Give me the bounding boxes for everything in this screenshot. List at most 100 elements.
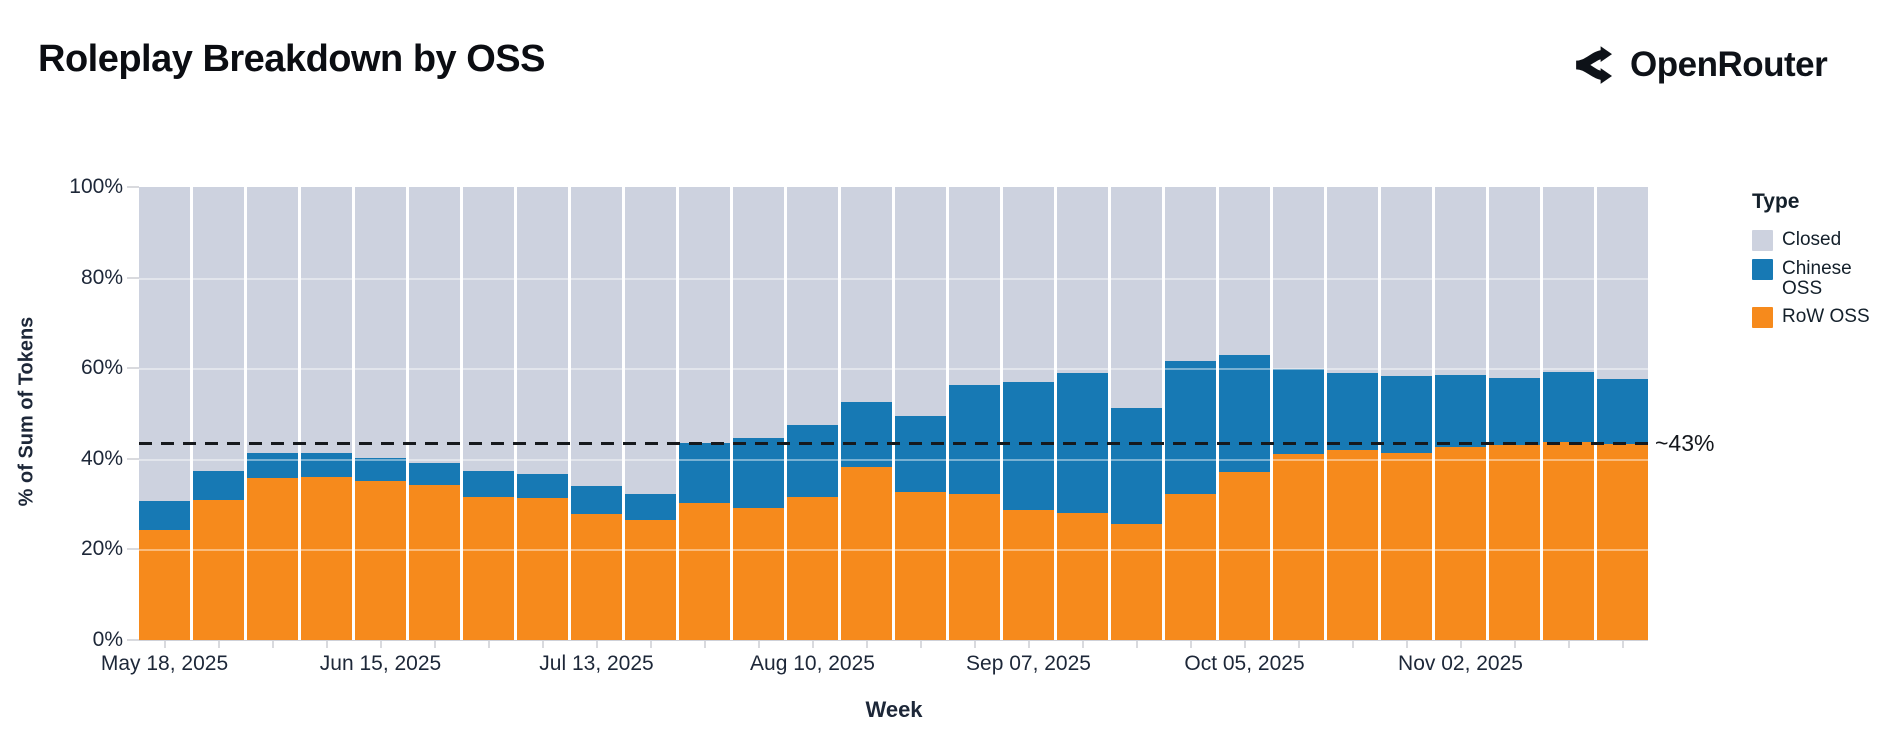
bar-week-10[interactable] (625, 187, 676, 640)
bar-segment-row (463, 496, 514, 640)
bar-segment-closed (1057, 187, 1108, 373)
bar-week-5[interactable] (355, 187, 406, 640)
bar-segment-row (1219, 472, 1270, 640)
closed-swatch-icon (1752, 230, 1773, 251)
bar-segment-closed (1165, 187, 1216, 361)
bar-segment-closed (463, 187, 514, 472)
bar-segment-row (625, 519, 676, 640)
x-tick-mark (271, 641, 274, 648)
x-tick-mark (1459, 641, 1462, 648)
x-tick-label: Nov 02, 2025 (1398, 652, 1523, 675)
bar-segment-row (679, 503, 730, 640)
bar-week-13[interactable] (787, 187, 838, 640)
bar-week-25[interactable] (1435, 187, 1486, 640)
x-tick-mark (217, 641, 220, 648)
legend-item-chinese-oss[interactable]: Chinese OSS (1752, 259, 1878, 299)
bar-segment-chinese (1003, 382, 1054, 510)
bar-segment-chinese (139, 500, 190, 531)
bar-week-28[interactable] (1597, 187, 1648, 640)
bar-week-26[interactable] (1489, 187, 1540, 640)
bar-segment-row (193, 499, 244, 640)
bar-week-4[interactable] (301, 187, 352, 640)
bar-segment-row (1435, 447, 1486, 640)
bar-segment-row (733, 507, 784, 640)
bar-segment-row (409, 485, 460, 640)
x-tick-mark (1621, 641, 1624, 648)
chinese-oss-swatch-icon (1752, 259, 1773, 280)
bar-segment-row (1327, 449, 1378, 640)
row-oss-swatch-icon (1752, 307, 1773, 328)
bar-segment-chinese (571, 485, 622, 515)
bar-week-16[interactable] (949, 187, 1000, 640)
legend-label: RoW OSS (1782, 306, 1870, 327)
x-tick-label: Oct 05, 2025 (1184, 652, 1305, 675)
bar-week-20[interactable] (1165, 187, 1216, 640)
bar-week-11[interactable] (679, 187, 730, 640)
bar-week-23[interactable] (1327, 187, 1378, 640)
bar-week-14[interactable] (841, 187, 892, 640)
bar-segment-row (517, 498, 568, 640)
bar-week-12[interactable] (733, 187, 784, 640)
bar-segment-row (841, 467, 892, 640)
bar-segment-closed (301, 187, 352, 454)
bar-week-1[interactable] (139, 187, 190, 640)
x-tick-mark (487, 641, 490, 648)
bar-segment-row (247, 477, 298, 640)
bar-segment-row (1597, 444, 1648, 640)
x-tick-mark (973, 641, 976, 648)
bar-week-22[interactable] (1273, 187, 1324, 640)
y-tick-mark (127, 457, 139, 460)
bar-segment-row (1381, 452, 1432, 640)
bar-segment-closed (1273, 187, 1324, 370)
bar-week-8[interactable] (517, 187, 568, 640)
bar-segment-chinese (301, 453, 352, 478)
bar-segment-closed (895, 187, 946, 416)
bar-segment-closed (1003, 187, 1054, 383)
x-tick-mark (1405, 641, 1408, 648)
bar-segment-closed (409, 187, 460, 463)
bar-segment-closed (841, 187, 892, 402)
bar-week-17[interactable] (1003, 187, 1054, 640)
bar-segment-closed (517, 187, 568, 474)
bar-segment-row (355, 481, 406, 640)
plot-area (139, 187, 1648, 641)
bar-week-24[interactable] (1381, 187, 1432, 640)
bar-week-27[interactable] (1543, 187, 1594, 640)
y-tick-label: 80% (80, 265, 123, 289)
bar-segment-chinese (733, 438, 784, 508)
y-tick-mark (127, 186, 139, 188)
bar-week-7[interactable] (463, 187, 514, 640)
x-tick-mark (1027, 641, 1030, 648)
bar-week-18[interactable] (1057, 187, 1108, 640)
x-tick-mark (649, 641, 652, 648)
bar-segment-row (1165, 493, 1216, 640)
x-tick-mark (541, 641, 544, 648)
bar-segment-closed (679, 187, 730, 443)
bar-segment-chinese (1381, 375, 1432, 453)
bar-segment-closed (1543, 187, 1594, 372)
bar-week-19[interactable] (1111, 187, 1162, 640)
bar-segment-closed (1219, 187, 1270, 355)
x-tick-label: Sep 07, 2025 (966, 652, 1091, 675)
bar-segment-closed (193, 187, 244, 472)
legend-item-row-oss[interactable]: RoW OSS (1752, 307, 1878, 328)
bar-segment-chinese (1273, 369, 1324, 454)
bar-week-15[interactable] (895, 187, 946, 640)
bar-segment-closed (571, 187, 622, 486)
bar-segment-chinese (1597, 379, 1648, 445)
x-tick-mark (379, 641, 382, 648)
bar-week-6[interactable] (409, 187, 460, 640)
bar-segment-row (571, 514, 622, 640)
legend-item-closed[interactable]: Closed (1752, 230, 1878, 251)
bar-week-9[interactable] (571, 187, 622, 640)
x-axis-title: Week (865, 697, 923, 722)
x-tick-mark (1567, 641, 1570, 648)
brand: OpenRouter (1566, 44, 1828, 86)
x-tick-mark (865, 641, 868, 648)
bar-segment-closed (949, 187, 1000, 386)
x-tick-label: Jul 13, 2025 (539, 652, 654, 675)
bar-week-21[interactable] (1219, 187, 1270, 640)
bar-week-3[interactable] (247, 187, 298, 640)
bar-segment-closed (1111, 187, 1162, 409)
bar-week-2[interactable] (193, 187, 244, 640)
